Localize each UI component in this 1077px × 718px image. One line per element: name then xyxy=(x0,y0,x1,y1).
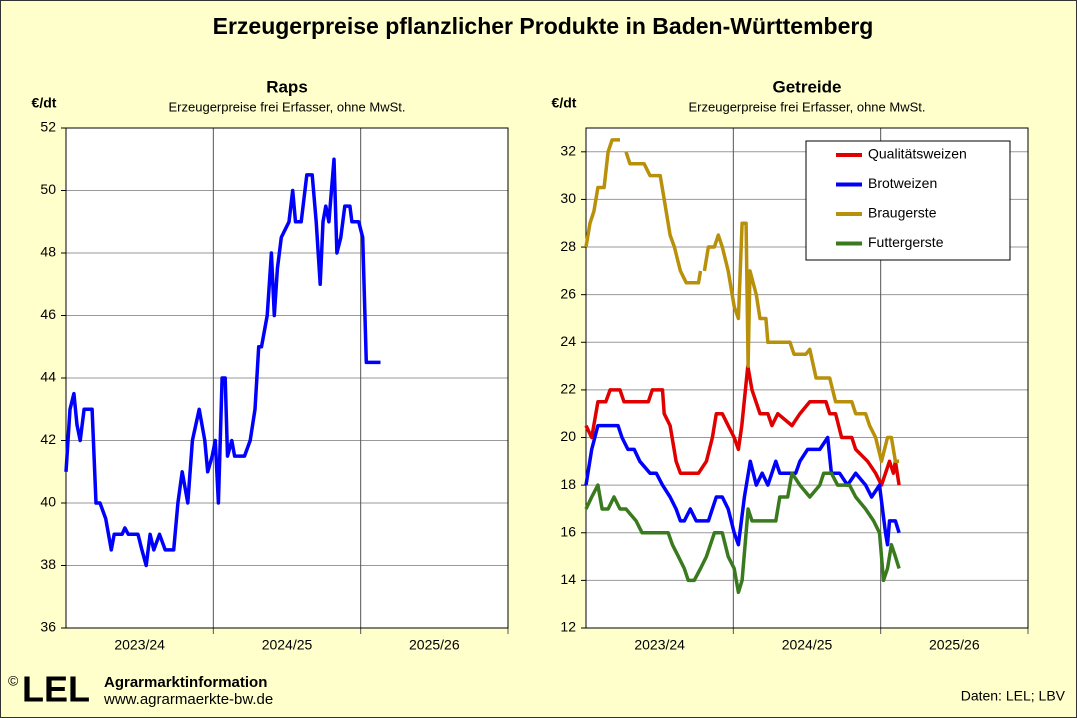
y-tick-label: 20 xyxy=(560,428,576,444)
source: Daten: LEL; LBV xyxy=(961,688,1066,704)
y-tick-label: 48 xyxy=(40,244,56,260)
x-tick-label: 2024/25 xyxy=(782,637,833,653)
y-tick-label: 26 xyxy=(560,285,576,301)
org-url: www.agrarmaerkte-bw.de xyxy=(103,691,273,708)
y-tick-label: 28 xyxy=(560,238,576,254)
chart-title: Raps xyxy=(266,77,308,96)
y-tick-label: 30 xyxy=(560,190,576,206)
page-title: Erzeugerpreise pflanzlicher Produkte in … xyxy=(213,13,874,39)
x-tick-label: 2025/26 xyxy=(409,637,460,653)
series-line xyxy=(584,364,901,487)
legend-label: Brotweizen xyxy=(868,175,937,191)
y-tick-label: 32 xyxy=(560,143,576,159)
y-tick-label: 36 xyxy=(40,619,56,635)
x-tick-label: 2023/24 xyxy=(114,637,165,653)
y-tick-label: 16 xyxy=(560,523,576,539)
copyright: © xyxy=(8,673,19,689)
plot-border xyxy=(65,127,509,629)
series-line xyxy=(584,138,900,464)
y-tick-label: 50 xyxy=(40,181,56,197)
y-axis-label: €/dt xyxy=(552,95,577,111)
x-tick-label: 2023/24 xyxy=(634,637,685,653)
chart-subtitle: Erzeugerpreise frei Erfasser, ohne MwSt. xyxy=(169,99,406,114)
y-tick-label: 22 xyxy=(560,381,576,397)
org-name: Agrarmarktinformation xyxy=(104,674,267,691)
legend-label: Futtergerste xyxy=(868,234,944,250)
chart-subtitle: Erzeugerpreise frei Erfasser, ohne MwSt. xyxy=(689,99,926,114)
plot-border xyxy=(585,127,1029,629)
y-tick-label: 38 xyxy=(40,556,56,572)
y-axis-label: €/dt xyxy=(32,95,57,111)
y-tick-label: 44 xyxy=(40,369,56,385)
series-line xyxy=(584,423,901,547)
legend-label: Qualitätsweizen xyxy=(868,146,967,162)
y-tick-label: 40 xyxy=(40,494,56,510)
y-tick-label: 18 xyxy=(560,476,576,492)
y-tick-label: 46 xyxy=(40,306,56,322)
y-tick-label: 24 xyxy=(560,333,576,349)
series-line xyxy=(64,157,381,568)
chart-title: Getreide xyxy=(773,77,842,96)
logo: LEL xyxy=(22,669,90,710)
y-tick-label: 14 xyxy=(560,571,576,587)
y-tick-label: 42 xyxy=(40,431,56,447)
x-tick-label: 2025/26 xyxy=(929,637,980,653)
series-line xyxy=(584,471,901,595)
x-tick-label: 2024/25 xyxy=(262,637,313,653)
y-tick-label: 52 xyxy=(40,119,56,135)
legend-box xyxy=(805,140,1011,261)
legend-label: Braugerste xyxy=(868,205,937,221)
y-tick-label: 12 xyxy=(560,619,576,635)
